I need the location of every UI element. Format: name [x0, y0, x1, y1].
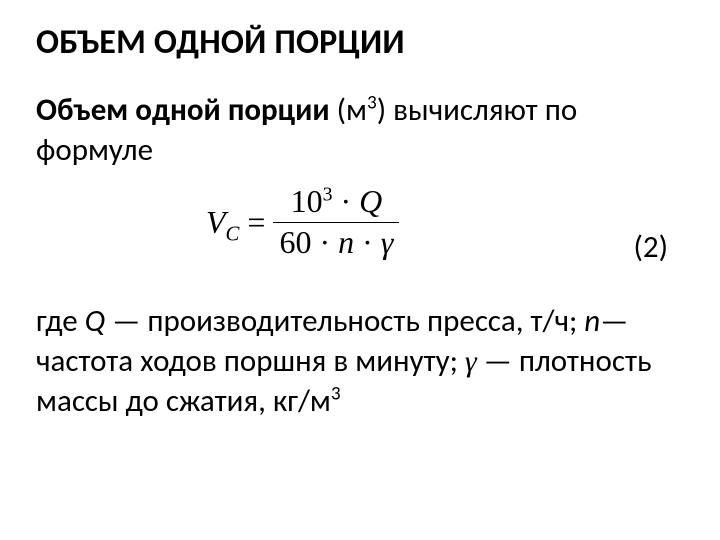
num-dot: ·: [333, 183, 360, 219]
num-pow-3: 3: [323, 184, 333, 206]
slide-title: ОБЪЕМ ОДНОЙ ПОРЦИИ: [36, 22, 684, 63]
body-t1: где: [36, 302, 85, 340]
num-10: 10: [291, 183, 323, 219]
intro-lead: Объем одной порции: [36, 91, 330, 129]
intro-sup-1: 3: [367, 92, 377, 115]
body-gamma: γ: [465, 345, 477, 378]
num-Q: Q: [359, 183, 382, 219]
intro-paragraph: Объем одной порции (м3) вычисляют по фор…: [36, 91, 684, 170]
slide: ОБЪЕМ ОДНОЙ ПОРЦИИ Объем одной порции (м…: [0, 0, 720, 540]
body-paragraph: где Q — производительность пресса, т/ч; …: [36, 302, 684, 421]
formula-numerator: 103 · Q: [285, 185, 389, 219]
body-n: n: [584, 302, 600, 340]
body-t2: — производительность пресса, т/ч;: [105, 302, 584, 340]
intro-text-1: (м: [330, 91, 367, 129]
body-Q: Q: [85, 302, 106, 340]
fraction-bar: [273, 222, 399, 223]
body-sup3: 3: [331, 382, 341, 405]
equation-number: (2): [36, 228, 668, 266]
